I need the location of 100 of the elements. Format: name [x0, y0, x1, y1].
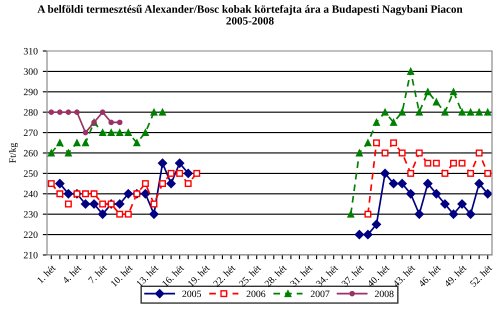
point: [484, 170, 492, 177]
point: [98, 210, 108, 219]
point: [440, 199, 450, 209]
x-tick-label: 52. hét: [469, 264, 493, 288]
point: [64, 189, 74, 198]
point: [423, 178, 432, 188]
point: [100, 109, 106, 115]
x-tick-label: 25. hét: [238, 264, 262, 288]
point: [150, 200, 158, 208]
point: [484, 108, 492, 116]
point: [108, 120, 114, 126]
chart-title: A belföldi termesztésű Alexander/Bosc kobak körtefajta ára a Budapesti Nagybani Piacon 2005-2008: [37, 4, 462, 25]
y-tick-label: 290: [24, 88, 38, 96]
point: [184, 168, 193, 178]
y-tick-label: 250: [24, 170, 38, 177]
point: [48, 180, 55, 188]
point: [382, 150, 388, 156]
point: [158, 158, 168, 168]
point: [108, 129, 115, 136]
point: [115, 199, 124, 209]
x-tick-label: 7. hét: [88, 264, 108, 284]
point: [476, 150, 483, 156]
point: [483, 189, 492, 198]
point: [474, 178, 484, 188]
point: [372, 220, 382, 229]
point: [398, 178, 407, 188]
point: [64, 200, 72, 208]
x-tick-label: 19. hét: [187, 264, 210, 287]
point: [424, 88, 432, 96]
point: [159, 108, 166, 116]
point: [424, 160, 432, 167]
point: [74, 109, 80, 115]
point: [140, 189, 150, 198]
point: [48, 150, 55, 156]
point: [398, 108, 406, 116]
point: [373, 118, 380, 126]
y-axis-title: Ft/kg: [8, 142, 18, 163]
point: [142, 129, 149, 136]
point: [347, 210, 354, 218]
point: [441, 170, 448, 177]
point: [390, 118, 398, 126]
point: [66, 109, 72, 115]
point: [82, 130, 88, 136]
point: [116, 120, 123, 126]
point: [467, 170, 474, 177]
point: [133, 139, 140, 146]
point: [82, 190, 89, 198]
point: [364, 210, 372, 218]
point: [159, 180, 166, 188]
x-tick-label: 13. hét: [136, 264, 159, 287]
point: [457, 199, 467, 209]
point: [458, 160, 466, 167]
point: [73, 139, 80, 146]
x-tick-label: 43. hét: [392, 264, 416, 288]
point: [193, 170, 200, 177]
point: [354, 230, 364, 240]
legend-label: 2006: [246, 290, 266, 298]
point: [382, 108, 388, 116]
x-tick-label: 49. hét: [443, 264, 467, 288]
point: [116, 129, 124, 136]
x-tick-label: 46. hét: [418, 264, 442, 288]
point: [416, 150, 423, 156]
x-tick-label: 1. hét: [36, 264, 56, 284]
point: [448, 210, 458, 219]
point: [176, 170, 184, 177]
point: [124, 210, 132, 218]
point: [80, 199, 90, 209]
point: [48, 109, 54, 115]
x-tick-label: 31. hét: [290, 264, 313, 288]
y-tick-label: 280: [24, 109, 38, 116]
x-tick-label: 10. hét: [110, 264, 134, 287]
point: [149, 210, 159, 219]
legend-label: 2008: [374, 290, 394, 298]
x-tick-label: 34. hét: [315, 264, 339, 288]
x-tick-label: 28. hét: [264, 264, 288, 288]
point: [432, 98, 440, 106]
point: [90, 190, 98, 198]
x-tick-label: 37. hét: [340, 264, 364, 288]
point: [124, 129, 132, 136]
point: [124, 189, 133, 198]
point: [406, 189, 416, 198]
point: [363, 230, 373, 240]
y-tick-label: 230: [24, 211, 38, 218]
y-tick-label: 300: [24, 68, 38, 75]
point: [356, 150, 363, 156]
point: [414, 210, 424, 219]
legend-label: 2005: [182, 290, 202, 298]
point: [458, 108, 466, 116]
x-tick-label: 40. hét: [366, 264, 390, 288]
y-tick-label: 310: [24, 48, 38, 54]
point: [432, 189, 441, 198]
point: [184, 180, 192, 188]
point: [380, 168, 390, 178]
point: [89, 199, 99, 209]
point: [116, 210, 124, 218]
point: [57, 109, 63, 115]
point: [55, 178, 64, 188]
y-tick-label: 270: [24, 129, 38, 136]
point: [467, 108, 474, 116]
point: [166, 178, 176, 188]
